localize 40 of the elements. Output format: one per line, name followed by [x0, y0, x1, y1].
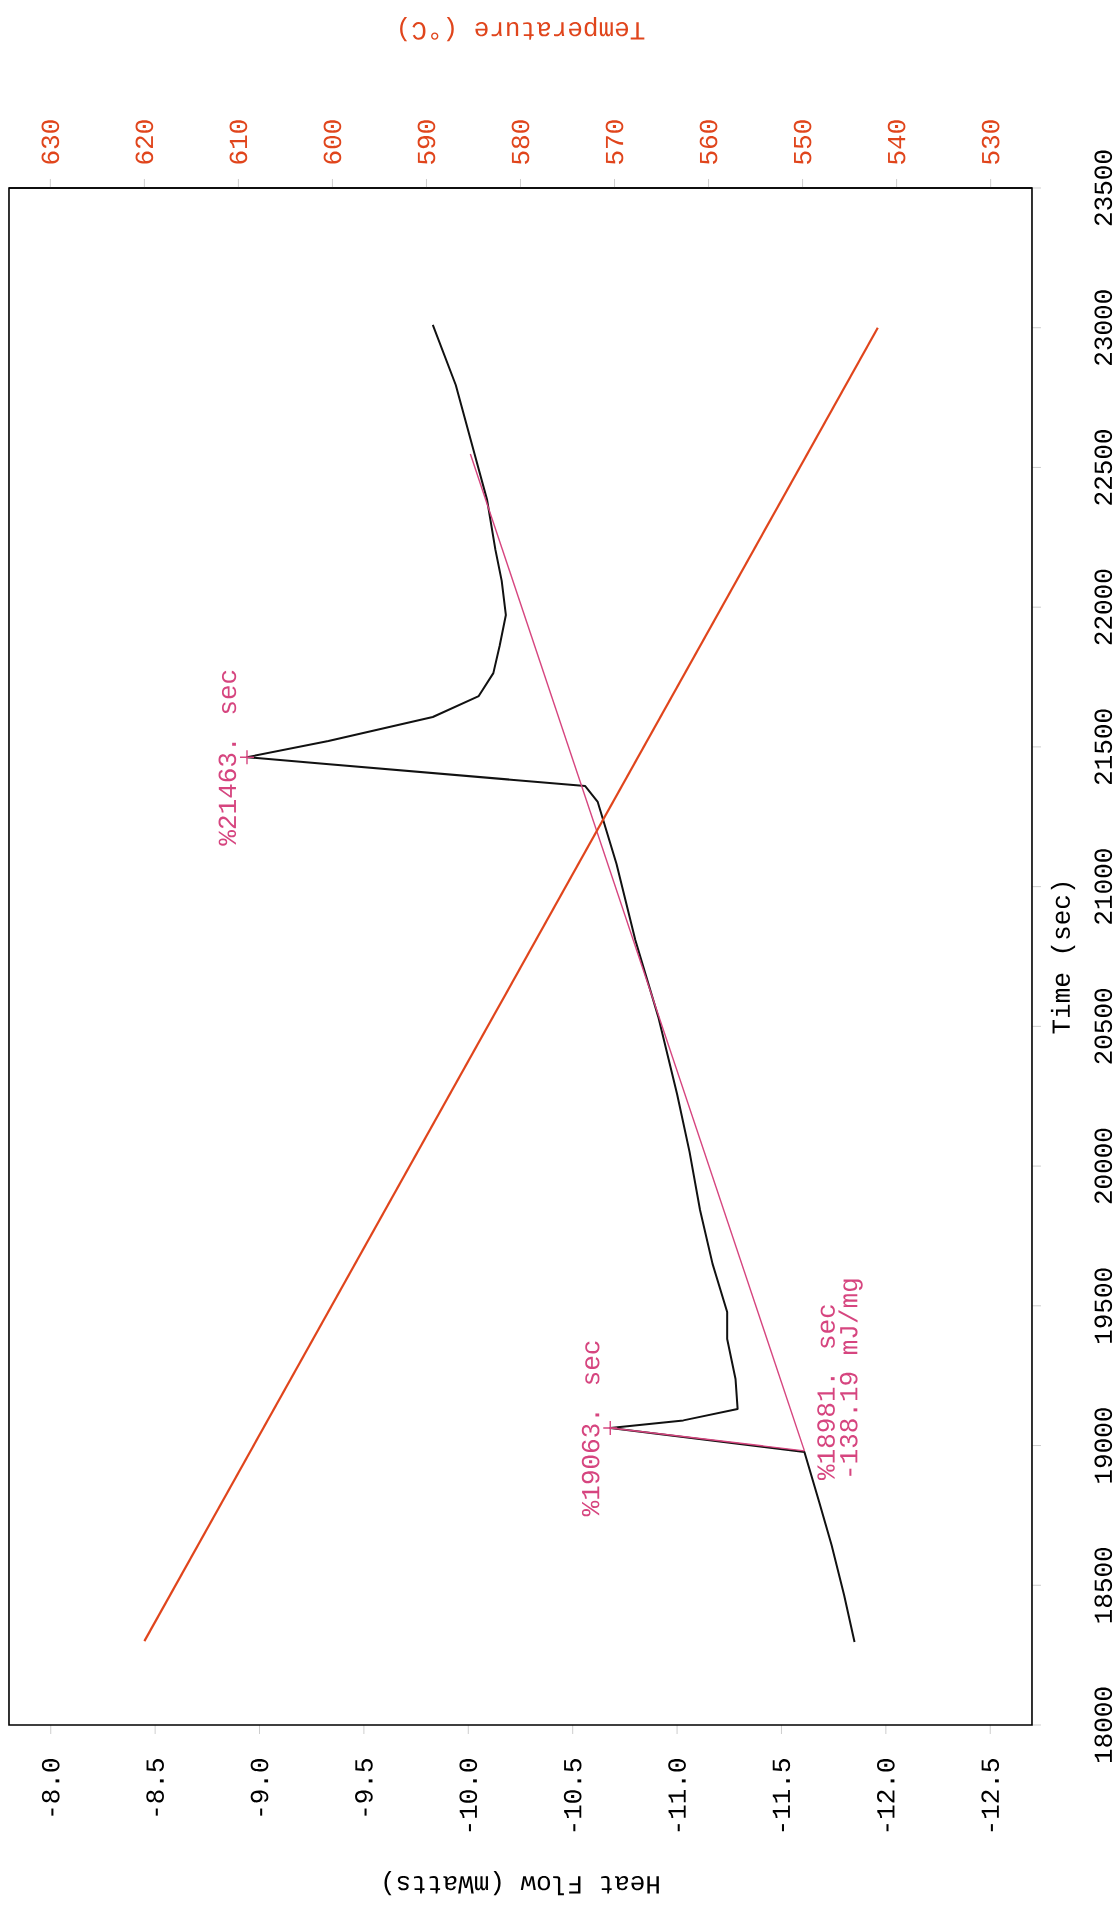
- annotation: %18981. sec: [817, 1305, 835, 1481]
- x-tick-label: -10.0: [459, 1759, 478, 1832]
- x2-tick-label: 550: [793, 120, 812, 164]
- x-tick-label: -8.5: [146, 1759, 164, 1816]
- y-tick-label: 20500: [1094, 988, 1113, 1064]
- y-tick-label: 18500: [1094, 1547, 1113, 1623]
- x-tick-label: -11.0: [668, 1759, 686, 1832]
- x-tick-label: -9.5: [355, 1759, 373, 1816]
- x2-tick-label: 580: [511, 120, 530, 164]
- x2-axis-title: Temperature (°C): [400, 16, 645, 42]
- y-tick-label: 20000: [1094, 1128, 1113, 1204]
- x2-tick-label: 530: [981, 120, 1000, 164]
- annotation: -138.19 mJ/mg: [838, 1279, 863, 1476]
- y-tick-label: 19000: [1094, 1408, 1113, 1483]
- x-tick-label: -12.0: [877, 1759, 895, 1832]
- y-tick-label: 22000: [1094, 569, 1113, 645]
- y-tick-label: 21500: [1094, 709, 1113, 785]
- x2-tick-label: 610: [229, 120, 248, 164]
- x2-tick-label: 560: [699, 120, 718, 164]
- x-tick-label: -8.0: [41, 1759, 60, 1816]
- x-tick-label: -10.5: [563, 1759, 582, 1832]
- y-tick-label: 19500: [1094, 1268, 1113, 1343]
- x2-tick-label: 540: [887, 120, 906, 164]
- y-tick-label: 18000: [1094, 1687, 1113, 1763]
- y-tick-label: 22500: [1094, 430, 1113, 505]
- y-tick-label: 23000: [1094, 290, 1113, 365]
- y-tick-label: 23500: [1094, 150, 1113, 226]
- y-tick-label: 21000: [1094, 849, 1113, 924]
- x2-tick-label: 630: [41, 120, 60, 164]
- annotation: %19063. sec: [581, 1341, 600, 1517]
- x2-tick-label: 620: [135, 120, 154, 164]
- x-tick-label: -11.5: [772, 1759, 791, 1832]
- x2-tick-label: 590: [417, 120, 436, 164]
- x2-tick-label: 600: [323, 120, 342, 164]
- x-tick-label: -12.5: [981, 1759, 1000, 1832]
- x-axis-title: Heat Flow (mWatts): [384, 1870, 659, 1896]
- x2-tick-label: 570: [605, 120, 624, 164]
- annotation: %21463. sec: [218, 670, 237, 846]
- y-axis-title: Time (sec): [1050, 882, 1076, 1034]
- x-tick-label: -9.0: [250, 1759, 269, 1816]
